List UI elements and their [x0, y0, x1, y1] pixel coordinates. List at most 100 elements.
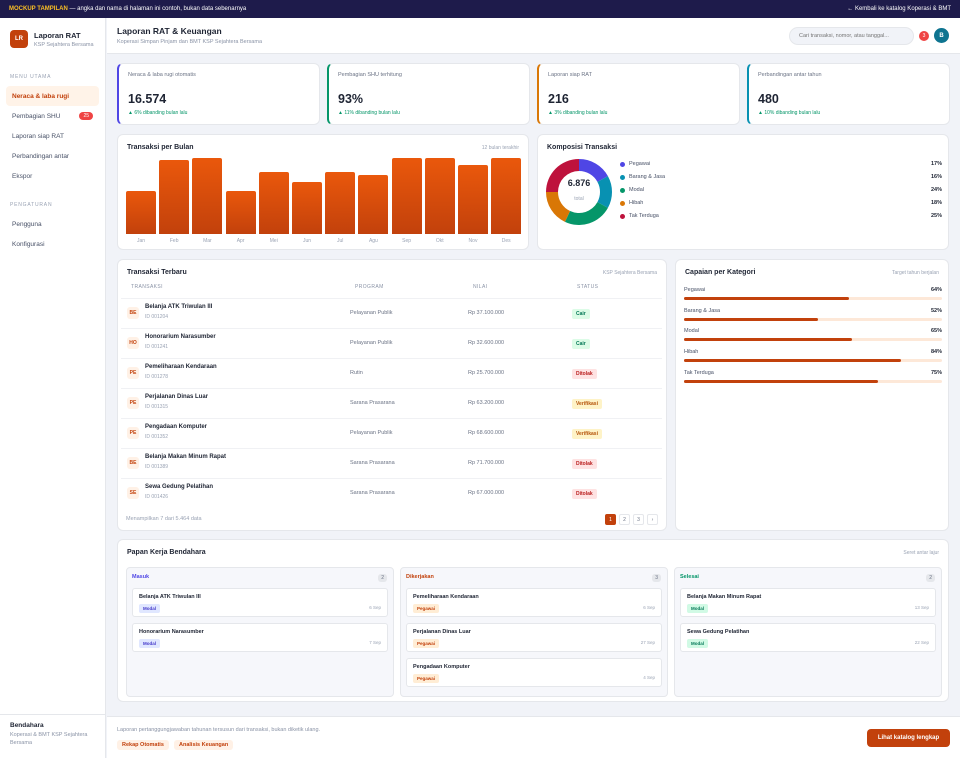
sidebar-item-neraca[interactable]: Neraca & laba rugi — [6, 86, 99, 106]
kanban-board: Papan Kerja Bendahara Seret antar lajur … — [117, 539, 949, 702]
transaction-name: Belanja ATK Triwulan III — [145, 304, 213, 310]
table-row[interactable]: PE Pemeliharaan Kendaraan ID 001278 Rutin Rp… — [121, 358, 662, 388]
legend-label: Tak Terduga — [629, 213, 659, 219]
sidebar-item-perbandingan[interactable]: Perbandingan antar — [6, 146, 99, 166]
kanban-column-masuk: Masuk 2 Belanja ATK Triwulan III Modal 6 Sep… — [126, 567, 394, 697]
table-header: TRANSAKSI PROGRAM NILAI STATUS — [123, 284, 653, 294]
category-progress: Hibah 84% — [684, 349, 942, 363]
table-row[interactable]: SE Sewa Gedung Pelatihan ID 001426 Sarana P… — [121, 478, 662, 508]
column-header: STATUS — [577, 284, 599, 290]
stat-delta: ▲ 6% dibanding bulan lalu — [128, 110, 188, 116]
donut-total: 6.876 — [567, 178, 591, 188]
legend-percent: 24% — [930, 187, 942, 193]
kanban-card[interactable]: Pemeliharaan Kendaraan Pegawai 6 Sep — [406, 588, 662, 617]
progress-track — [684, 317, 942, 321]
user-org: Koperasi & BMT KSP Sejahtera Bersama — [10, 732, 88, 747]
card-title: Perjalanan Dinas Luar — [413, 629, 471, 635]
kanban-card[interactable]: Belanja ATK Triwulan III Modal 6 Sep — [132, 588, 388, 617]
transaction-id: ID 001389 — [145, 464, 169, 470]
legend-swatch — [620, 187, 625, 193]
bar-agu — [358, 174, 389, 234]
category-label: Modal — [684, 328, 699, 335]
category-percent: 64% — [930, 287, 942, 293]
progress-fill — [684, 338, 852, 342]
x-tick-label: Nov — [468, 238, 478, 244]
kanban-note: Seret antar lajur — [903, 550, 939, 556]
kanban-card[interactable]: Pengadaan Komputer Pegawai 4 Sep — [406, 658, 662, 687]
card-title: Honorarium Narasumber — [139, 629, 204, 635]
donut-center: 6.876 total — [546, 178, 612, 202]
kanban-card[interactable]: Sewa Gedung Pelatihan Modal 22 Sep — [680, 623, 936, 652]
column-count: 3 — [652, 574, 661, 582]
sidebar-item-pengguna[interactable]: Pengguna — [6, 214, 99, 234]
user-name: Bendahara — [10, 722, 44, 729]
kanban-card[interactable]: Belanja Makan Minum Rapat Modal 13 Sep — [680, 588, 936, 617]
avatar[interactable]: B — [934, 28, 949, 43]
legend-swatch — [620, 174, 625, 180]
sidebar-item-shu[interactable]: Pembagian SHU 25 — [6, 106, 99, 126]
transaction-id: ID 001241 — [145, 344, 169, 350]
card-tag: Modal — [139, 639, 160, 648]
transaction-program: Sarana Prasarana — [350, 400, 395, 406]
table-row[interactable]: PE Perjalanan Dinas Luar ID 001315 Sarana P… — [121, 388, 662, 418]
transaction-value: Rp 37.100.000 — [468, 310, 505, 316]
page-button[interactable]: 3 — [633, 514, 644, 525]
legend-label: Barang & Jasa — [629, 174, 666, 180]
transaction-icon: BE — [127, 307, 139, 319]
column-count: 2 — [378, 574, 387, 582]
app-title: Laporan RAT — [34, 30, 81, 40]
table-row[interactable]: BE Belanja Makan Minum Rapat ID 001389 Sara… — [121, 448, 662, 478]
card-title: Pemeliharaan Kendaraan — [413, 594, 479, 600]
table-row[interactable]: BE Belanja ATK Triwulan III ID 001204 Pelay… — [121, 298, 662, 328]
shu-count-badge: 25 — [79, 112, 93, 120]
table-row[interactable]: PE Pengadaan Komputer ID 001352 Pelayanan P… — [121, 418, 662, 448]
column-count: 2 — [926, 574, 935, 582]
search-input[interactable] — [789, 27, 914, 45]
composition-card: Komposisi Transaksi 6.876 total Pegawai 1… — [537, 134, 949, 250]
achievement-card: Capaian per Kategori Target tahun berjal… — [675, 259, 949, 531]
category-percent: 84% — [930, 349, 942, 356]
progress-track — [684, 297, 942, 300]
stat-value: 93% — [338, 92, 364, 106]
transaction-program: Pelayanan Publik — [350, 430, 393, 436]
page-button[interactable]: 2 — [619, 514, 630, 525]
sidebar: LR Laporan RAT KSP Sejahtera Bersama MEN… — [0, 18, 106, 758]
transactions-card: Transaksi Terbaru KSP Sejahtera Bersama … — [117, 259, 667, 531]
sidebar-item-laporan-rat[interactable]: Laporan siap RAT — [6, 126, 99, 146]
transaction-name: Pemeliharaan Kendaraan — [145, 364, 217, 370]
pagination: 1 2 3 › — [605, 514, 658, 525]
footer-tag: Analisis Keuangan — [174, 740, 234, 750]
legend-percent: 18% — [930, 200, 942, 206]
kanban-column-dikerjakan: Dikerjakan 3 Pemeliharaan Kendaraan Pegawai… — [400, 567, 668, 697]
back-to-catalog-link[interactable]: ← Kembali ke katalog Koperasi & BMT — [847, 6, 951, 12]
legend-item: Modal 24% — [620, 187, 942, 193]
card-tag: Pegawai — [413, 674, 440, 683]
page-button[interactable]: 1 — [605, 514, 616, 525]
legend-label: Modal — [629, 187, 644, 193]
view-catalog-button[interactable]: Lihat katalog lengkap — [867, 729, 950, 747]
status-badge: Ditolak — [572, 369, 597, 379]
page-header: Laporan RAT & Keuangan Koperasi Simpan P… — [107, 18, 960, 54]
progress-fill — [684, 359, 901, 363]
legend-percent: 16% — [930, 174, 942, 180]
banner-text: MOCKUP TAMPILAN — angka dan nama di hala… — [9, 6, 246, 12]
sidebar-item-konfigurasi[interactable]: Konfigurasi — [6, 234, 99, 254]
transaction-name: Pengadaan Komputer — [145, 424, 208, 430]
transaction-icon: BE — [127, 457, 139, 469]
transaction-program: Pelayanan Publik — [350, 310, 393, 316]
transaction-value: Rp 71.700.000 — [468, 460, 505, 466]
notification-badge[interactable]: 3 — [919, 31, 929, 41]
stat-value: 216 — [548, 92, 569, 106]
column-title: Dikerjakan — [406, 574, 434, 580]
category-label: Pegawai — [684, 287, 706, 293]
app-subtitle: KSP Sejahtera Bersama — [34, 41, 94, 48]
next-page-button[interactable]: › — [647, 514, 658, 525]
kanban-card[interactable]: Perjalanan Dinas Luar Pegawai 27 Sep — [406, 623, 662, 652]
sidebar-item-ekspor[interactable]: Ekspor — [6, 166, 99, 186]
achievement-title: Capaian per Kategori — [685, 269, 756, 276]
card-tag: Modal — [139, 604, 160, 613]
kanban-card[interactable]: Honorarium Narasumber Modal 7 Sep — [132, 623, 388, 652]
legend-item: Hibah 18% — [620, 200, 942, 206]
x-tick-label: Sep — [402, 238, 412, 244]
table-row[interactable]: HO Honorarium Narasumber ID 001241 Pelayana… — [121, 328, 662, 358]
